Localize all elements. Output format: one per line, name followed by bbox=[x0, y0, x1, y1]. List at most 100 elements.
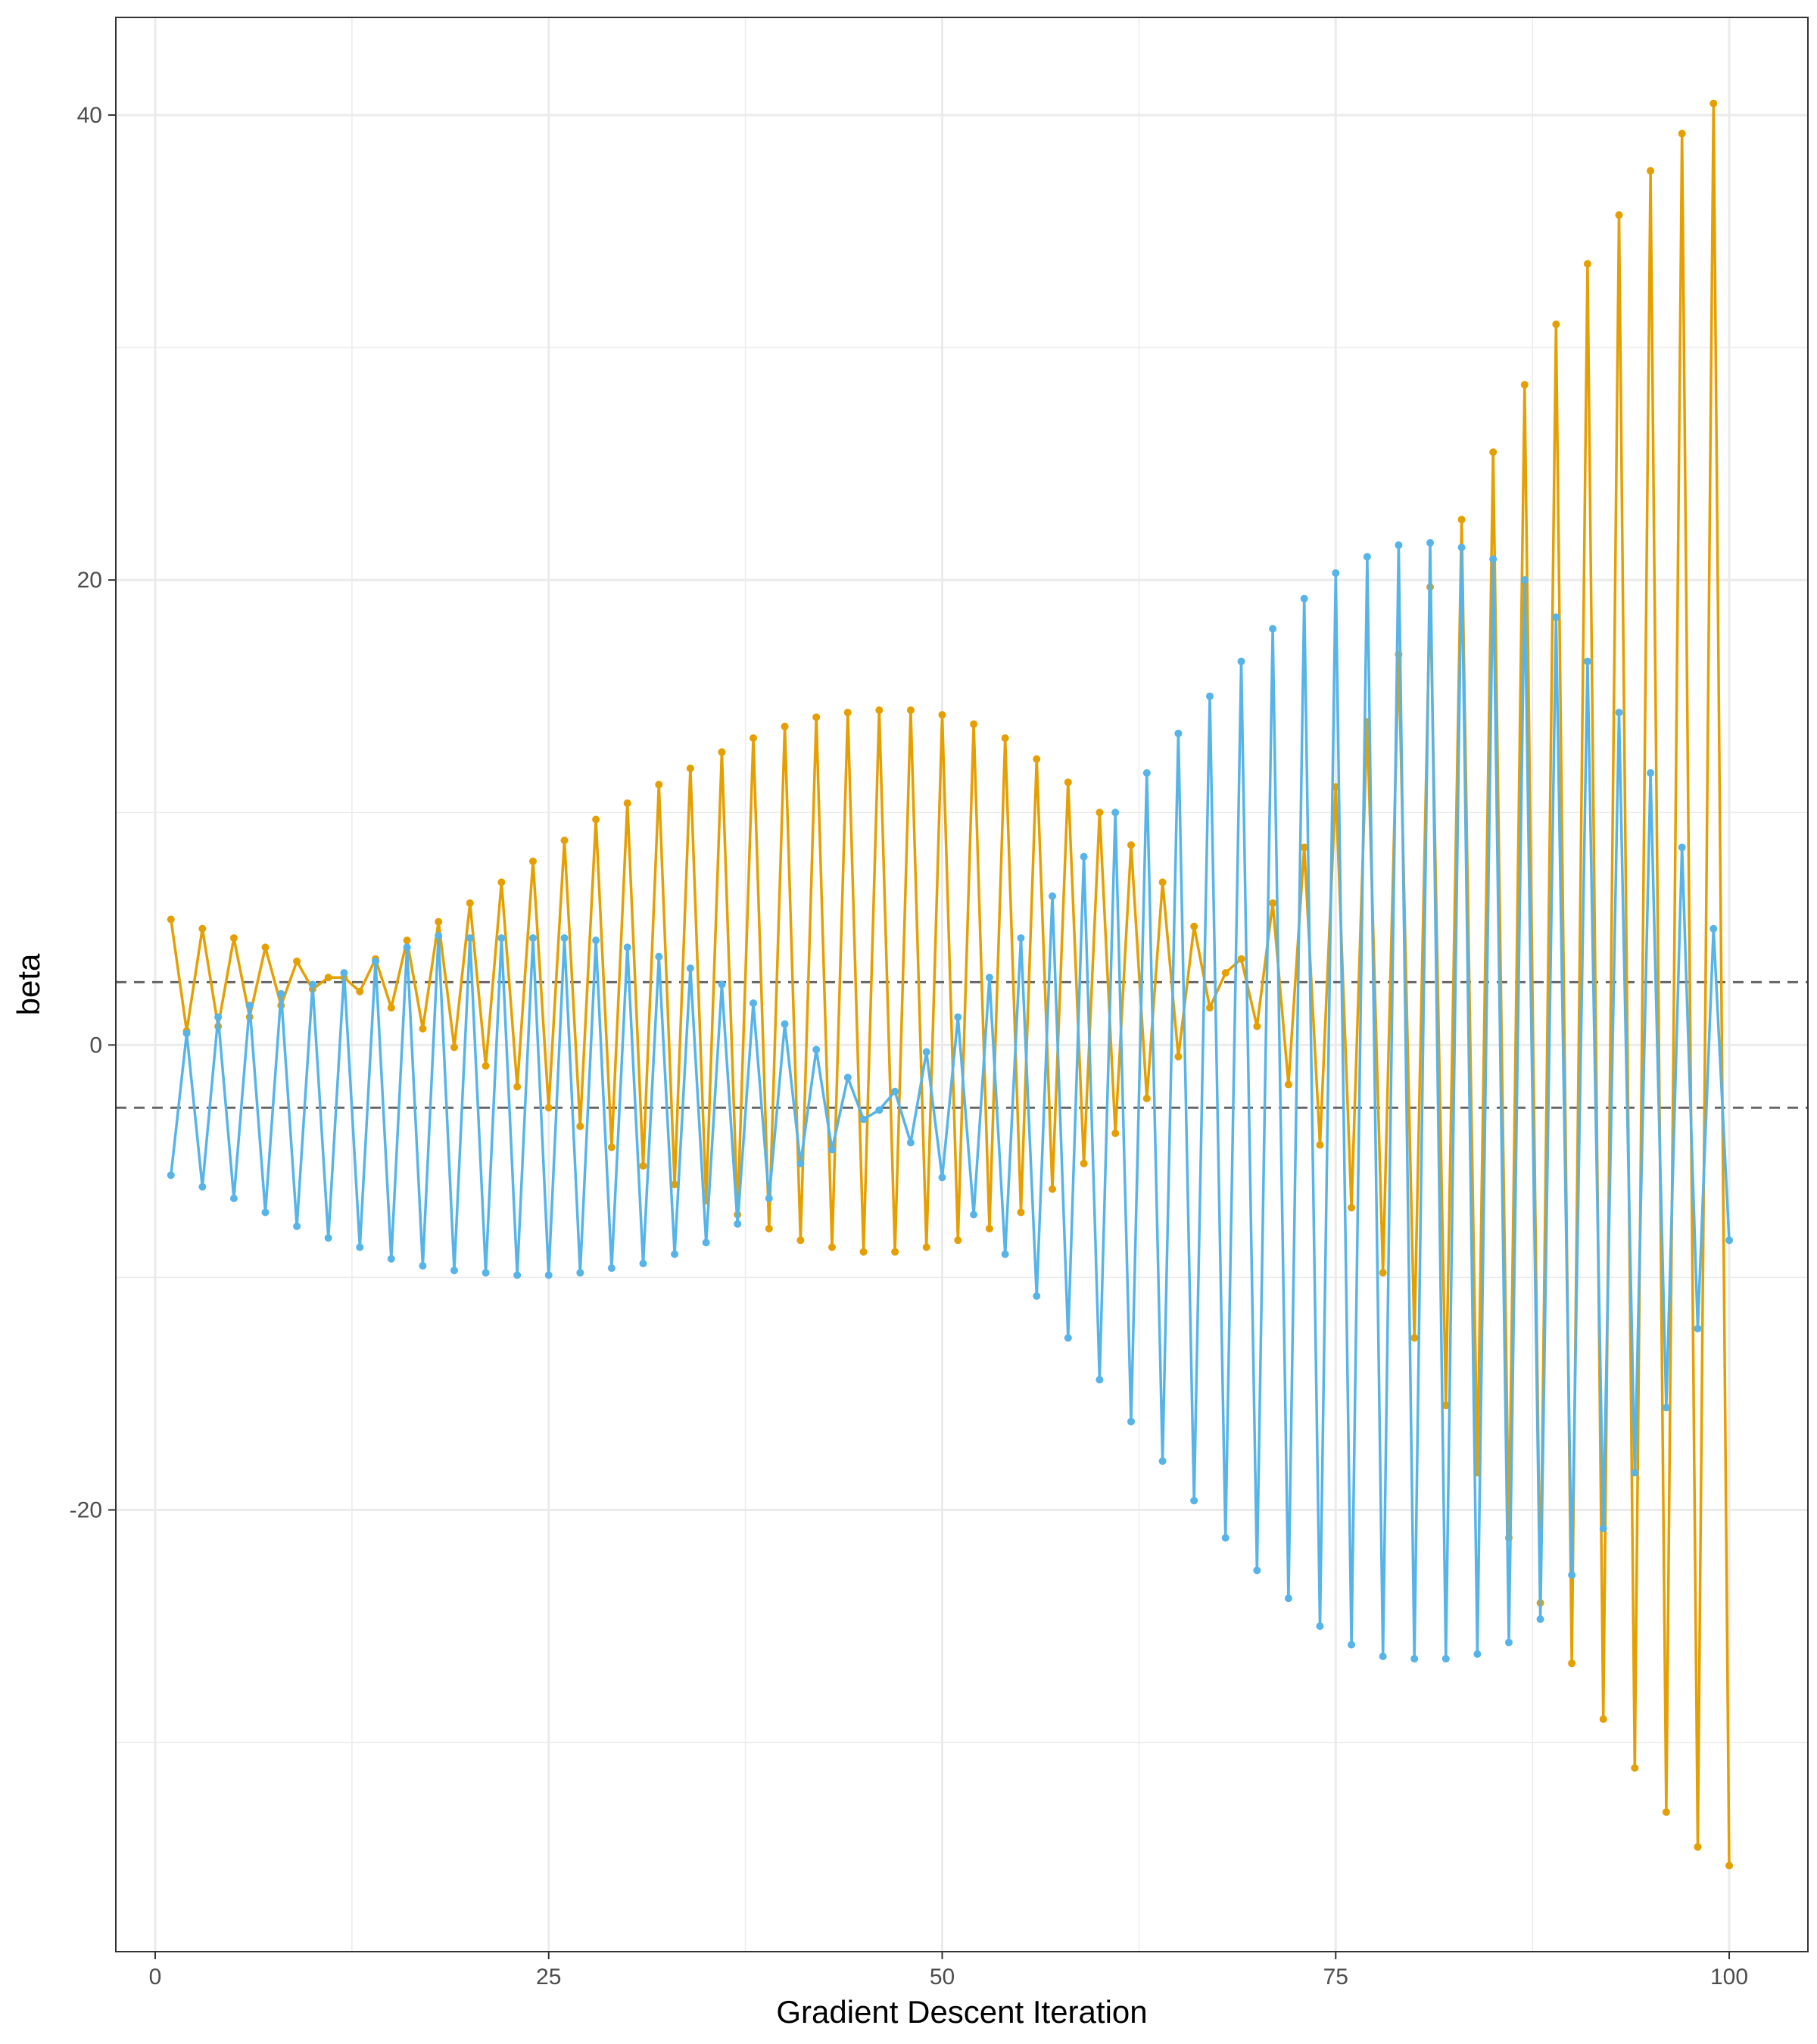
panel-border bbox=[115, 17, 1809, 1952]
series-2-point bbox=[576, 1269, 584, 1277]
series-2-point bbox=[671, 1250, 679, 1258]
series-1-point bbox=[167, 915, 175, 924]
series-2-point bbox=[372, 957, 380, 965]
series-2-point bbox=[1615, 709, 1623, 717]
series-2-point bbox=[1662, 1404, 1670, 1412]
series-1-point bbox=[1489, 448, 1498, 456]
series-2-point bbox=[1332, 569, 1340, 577]
series-layer bbox=[167, 99, 1734, 1870]
series-2-point bbox=[1520, 576, 1529, 584]
series-1-point bbox=[750, 734, 758, 742]
series-1-point bbox=[765, 1224, 773, 1232]
series-2-point bbox=[1631, 1469, 1639, 1477]
series-1-point bbox=[544, 1104, 553, 1112]
series-2-point bbox=[750, 999, 758, 1008]
series-2-point bbox=[1348, 1640, 1356, 1649]
series-2-point bbox=[1568, 1571, 1576, 1579]
series-2-point bbox=[1064, 1334, 1072, 1342]
series-1-point bbox=[1064, 778, 1072, 787]
series-2-point bbox=[277, 989, 285, 998]
series-2-point bbox=[922, 1048, 930, 1056]
series-2-point bbox=[1001, 1250, 1009, 1258]
series-2-point bbox=[1158, 1457, 1167, 1466]
series-2-point bbox=[513, 1271, 522, 1279]
series-1-point bbox=[906, 706, 915, 715]
series-1-point bbox=[812, 713, 821, 721]
series-1-point bbox=[1111, 1129, 1120, 1138]
series-1-point bbox=[1678, 129, 1686, 138]
series-1-point bbox=[1033, 755, 1041, 763]
series-1-point bbox=[938, 711, 946, 719]
series-2-point bbox=[261, 1208, 270, 1217]
series-2-point bbox=[1049, 892, 1057, 900]
series-1-point bbox=[796, 1236, 805, 1245]
series-2-point bbox=[1017, 934, 1025, 943]
series-2-point bbox=[1441, 1655, 1450, 1663]
series-2-point bbox=[1647, 769, 1655, 777]
series-1-point bbox=[1300, 843, 1308, 852]
series-1-point bbox=[1080, 1159, 1088, 1167]
series-2-point bbox=[1395, 541, 1403, 550]
series-2-point bbox=[1694, 1324, 1702, 1332]
series-1-point bbox=[1237, 955, 1245, 963]
series-1-point bbox=[1049, 1185, 1057, 1193]
series-2-point bbox=[1111, 809, 1120, 817]
series-2-point bbox=[1237, 657, 1245, 665]
series-2-point bbox=[843, 1073, 852, 1082]
series-2-point bbox=[875, 1106, 884, 1114]
x-axis: 0 25 50 75 100 bbox=[149, 1952, 1748, 1989]
series-2-point bbox=[214, 1013, 223, 1021]
series-2-point bbox=[970, 1211, 978, 1219]
series-2-point bbox=[1410, 1655, 1419, 1663]
series-1-point bbox=[922, 1243, 930, 1251]
series-1-point bbox=[387, 1004, 395, 1012]
series-2-point bbox=[592, 936, 600, 945]
series-1-point bbox=[1127, 841, 1135, 849]
series-2-point bbox=[1080, 852, 1088, 861]
series-1-point bbox=[592, 815, 600, 824]
series-1-point bbox=[985, 1224, 993, 1232]
series-2-point bbox=[1457, 544, 1466, 552]
series-2-point bbox=[1552, 613, 1560, 622]
series-2-point bbox=[1253, 1566, 1261, 1575]
series-2-point bbox=[182, 1029, 191, 1037]
y-tick-label: 0 bbox=[89, 1033, 102, 1058]
y-axis-title: beta bbox=[11, 953, 46, 1015]
y-tick-label: -20 bbox=[70, 1498, 102, 1523]
series-1-point bbox=[1253, 1022, 1261, 1030]
series-2-point bbox=[1489, 555, 1498, 563]
series-2-point bbox=[1473, 1650, 1482, 1658]
series-2-point bbox=[827, 1145, 836, 1154]
series-1-point bbox=[1190, 922, 1198, 930]
x-tick-label: 50 bbox=[930, 1965, 955, 1989]
series-1-point bbox=[1379, 1269, 1387, 1277]
series-1-point bbox=[1017, 1208, 1025, 1217]
series-2-point bbox=[1269, 625, 1277, 633]
series-1-point bbox=[450, 1043, 458, 1052]
series-1-point bbox=[261, 943, 270, 952]
series-1-point bbox=[560, 837, 569, 845]
series-2-point bbox=[528, 934, 537, 943]
series-1-point bbox=[891, 1248, 899, 1256]
series-2-point bbox=[781, 1020, 789, 1028]
series-2-point bbox=[906, 1139, 915, 1147]
series-2-point bbox=[544, 1271, 553, 1279]
series-1-point bbox=[781, 722, 789, 731]
series-2-point bbox=[482, 1269, 490, 1277]
series-2-point bbox=[1221, 1534, 1230, 1542]
series-2-point bbox=[1174, 729, 1183, 737]
series-2-point bbox=[1363, 553, 1371, 561]
series-2-point bbox=[560, 934, 569, 943]
series-1-point bbox=[671, 1180, 679, 1189]
series-1-point bbox=[1174, 1052, 1183, 1061]
series-1-point bbox=[1709, 99, 1718, 107]
series-2-point bbox=[1127, 1417, 1135, 1426]
series-2-point bbox=[435, 932, 443, 940]
series-2-point bbox=[1583, 657, 1591, 665]
series-1-point bbox=[607, 1143, 616, 1151]
series-1-point bbox=[875, 706, 884, 715]
series-1-point bbox=[1552, 320, 1560, 329]
y-tick-label: 40 bbox=[77, 103, 102, 128]
series-1-point bbox=[482, 1061, 490, 1070]
